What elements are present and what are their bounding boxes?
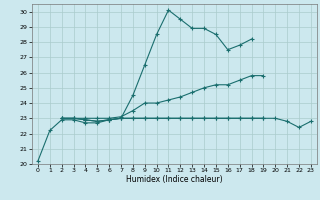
X-axis label: Humidex (Indice chaleur): Humidex (Indice chaleur)	[126, 175, 223, 184]
